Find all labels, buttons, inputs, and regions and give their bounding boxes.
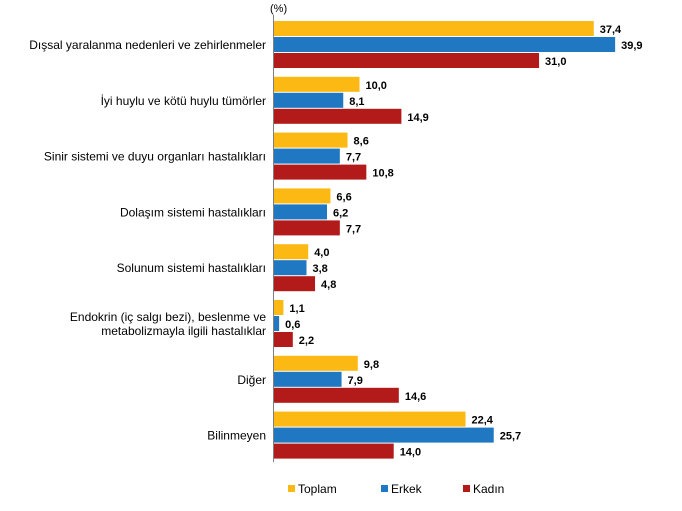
bar-kadin [274, 332, 293, 347]
bar-erkek [274, 427, 494, 443]
legend-swatch-toplam [288, 485, 295, 492]
value-label-erkek: 0,6 [285, 319, 300, 331]
legend-label-erkek: Erkek [391, 482, 423, 496]
category-label: Endokrin (iç salgı bezi), beslenme ve [70, 310, 266, 324]
bar-erkek [274, 371, 342, 387]
bar-erkek [274, 37, 616, 52]
value-label-toplam: 9,8 [364, 359, 379, 371]
bar-erkek [274, 316, 280, 331]
value-label-kadin: 10,8 [372, 168, 393, 180]
bar-toplam [274, 300, 284, 315]
bar-toplam [274, 244, 309, 260]
category-label: Diğer [237, 373, 266, 387]
category-label: Dışsal yaralanma nedenleri ve zehirlenme… [29, 38, 266, 52]
unit-label: (%) [270, 3, 287, 15]
value-label-kadin: 7,7 [346, 223, 361, 235]
bar-kadin [274, 387, 399, 403]
bar-toplam [274, 188, 331, 204]
value-label-erkek: 25,7 [500, 431, 521, 443]
category-label: metabolizmayla ilgili hastalıklar [101, 324, 266, 338]
bar-toplam [274, 132, 348, 148]
category-labels-group: Dışsal yaralanma nedenleri ve zehirlenme… [29, 38, 266, 443]
category-label: Solunum sistemi hastalıkları [117, 261, 266, 275]
bar-erkek [274, 92, 344, 108]
value-label-kadin: 14,6 [405, 391, 426, 403]
bars-group [274, 21, 616, 459]
bar-erkek [274, 260, 307, 276]
value-label-kadin: 4,8 [321, 279, 336, 291]
value-label-erkek: 39,9 [621, 40, 642, 52]
value-label-kadin: 14,0 [400, 447, 421, 459]
bar-toplam [274, 21, 594, 36]
legend-swatch-kadin [463, 485, 470, 492]
value-label-toplam: 10,0 [366, 80, 387, 92]
category-label: Bilinmeyen [207, 429, 266, 443]
value-label-erkek: 8,1 [349, 96, 364, 108]
value-label-toplam: 1,1 [289, 303, 304, 315]
bar-toplam [274, 411, 466, 427]
bar-kadin [274, 53, 540, 68]
value-label-toplam: 6,6 [336, 191, 351, 203]
value-label-erkek: 7,9 [348, 375, 363, 387]
value-labels-group: 37,4 39,9 31,0 10,08,1 14,9 8,6 7,7 10,8 6,6 6,2 7… [285, 24, 642, 459]
value-label-kadin: 14,9 [407, 112, 428, 124]
bar-kadin [274, 276, 316, 292]
bar-erkek [274, 204, 328, 220]
legend-label-kadin: Kadın [473, 482, 504, 496]
category-label: Sinir sistemi ve duyu organları hastalık… [44, 150, 266, 164]
legend-swatch-erkek [381, 485, 388, 492]
value-label-erkek: 6,2 [333, 207, 348, 219]
bar-toplam [274, 355, 358, 371]
legend-label-toplam: Toplam [298, 482, 337, 496]
legend: Toplam Erkek Kadın [288, 482, 504, 496]
value-label-kadin: 2,2 [299, 335, 314, 347]
value-label-toplam: 37,4 [600, 24, 622, 36]
bar-kadin [274, 108, 402, 124]
bar-erkek [274, 148, 340, 164]
category-label: Dolaşım sistemi hastalıkları [120, 205, 266, 219]
bar-toplam [274, 76, 360, 92]
value-label-toplam: 8,6 [354, 136, 369, 148]
value-label-toplam: 22,4 [472, 415, 494, 427]
value-label-erkek: 3,8 [312, 263, 327, 275]
bar-kadin [274, 164, 367, 180]
value-label-toplam: 4,0 [314, 247, 329, 259]
value-label-kadin: 31,0 [545, 56, 566, 68]
bar-kadin [274, 220, 340, 236]
value-label-erkek: 7,7 [346, 152, 361, 164]
bar-kadin [274, 443, 394, 459]
category-label: İyi huylu ve kötü huylu tümörler [101, 94, 266, 108]
